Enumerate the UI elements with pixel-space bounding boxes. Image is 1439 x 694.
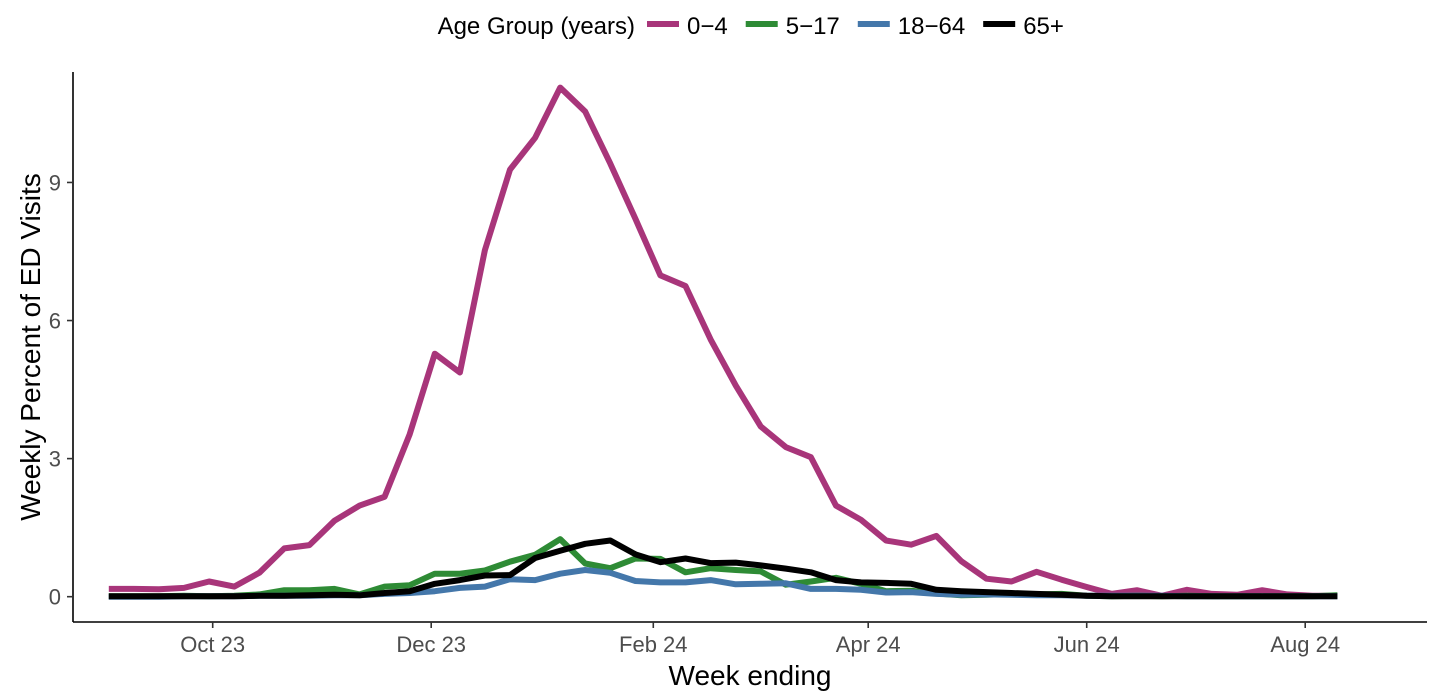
legend-item: 65+ [983,13,1064,40]
series-group [108,84,1338,600]
x-tick-label: Aug 24 [1270,632,1340,657]
y-axis-title: Weekly Percent of ED Visits [15,173,46,521]
legend-label: 18−64 [898,13,965,40]
y-tick-label: 0 [49,585,61,610]
x-tick-label: Feb 24 [619,632,688,657]
y-tick-label: 3 [49,447,61,472]
series-line-0−4 [108,84,1338,599]
legend-title: Age Group (years) [438,13,635,40]
x-tick-label: Jun 24 [1054,632,1120,657]
legend-label: 0−4 [687,13,728,40]
legend-item: 5−17 [745,13,840,40]
x-tick-label: Oct 23 [180,632,245,657]
y-tick-label: 6 [49,309,61,334]
y-tick-label: 9 [49,170,61,195]
legend: Age Group (years) 0−4 5−17 18−64 65+ [438,13,1064,40]
legend-item: 0−4 [647,13,728,40]
legend-item: 18−64 [857,13,965,40]
axes: 0 3 6 9 Oct 23 Dec 23 Feb 24 Apr 24 Jun 24 Aug 2… [49,72,1427,657]
x-axis-title: Week ending [669,660,832,691]
x-tick-label: Apr 24 [836,632,901,657]
legend-label: 65+ [1023,13,1064,40]
x-tick-label: Dec 23 [396,632,466,657]
series-line-65+ [108,537,1338,600]
legend-label: 5−17 [786,13,840,40]
